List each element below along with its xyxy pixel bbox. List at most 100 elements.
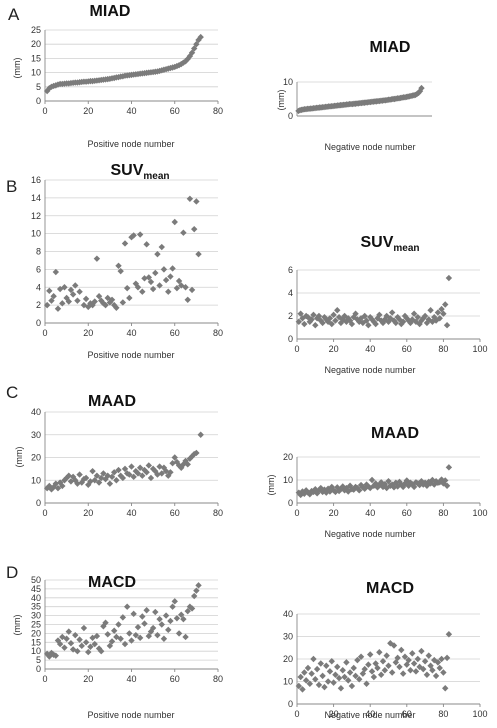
- y-tick-label: 10: [283, 77, 293, 87]
- data-point: [139, 288, 146, 295]
- data-point: [136, 634, 144, 642]
- data-point: [48, 649, 55, 657]
- data-point: [401, 653, 409, 660]
- chart-title: MAAD: [88, 393, 136, 410]
- y-tick-label: 10: [31, 646, 41, 656]
- data-point: [319, 672, 326, 680]
- chart-title: MIAD: [90, 3, 131, 20]
- y-tick-label: 0: [36, 318, 41, 328]
- x-tick-label: 80: [213, 508, 223, 518]
- data-point: [418, 647, 425, 655]
- y-tick-label: 5: [36, 655, 41, 665]
- y-tick-label: 40: [31, 407, 41, 417]
- data-point: [440, 310, 447, 317]
- data-point: [173, 615, 181, 622]
- data-point: [410, 483, 418, 491]
- data-point: [319, 319, 326, 327]
- data-point: [180, 615, 187, 623]
- chart-miad-neg: 0 10 MIAD (mm) Negative node number: [276, 39, 432, 152]
- data-point: [59, 633, 66, 641]
- x-tick-label: 60: [402, 508, 412, 518]
- panel-letter-c: C: [6, 383, 18, 402]
- data-point: [443, 654, 451, 662]
- data-point: [308, 316, 315, 323]
- data-point: [167, 617, 174, 625]
- data-point: [356, 676, 363, 683]
- data-point: [134, 284, 142, 291]
- data-point: [67, 478, 75, 485]
- chart-maad-pos: 0 10 20 30 40 0 20 40 60 80 MAAD (mm): [14, 393, 223, 518]
- y-tick-label: 25: [31, 620, 41, 630]
- data-point: [74, 297, 81, 304]
- data-point: [117, 635, 124, 642]
- y-tick-label: 0: [288, 699, 293, 709]
- data-point: [136, 231, 144, 238]
- data-point: [46, 85, 53, 92]
- data-point: [334, 307, 341, 314]
- data-point: [56, 640, 64, 648]
- data-point: [82, 474, 90, 482]
- data-point: [65, 628, 72, 635]
- data-point: [388, 309, 396, 316]
- y-tick-label: 15: [31, 53, 41, 63]
- data-point: [154, 631, 161, 639]
- data-point: [191, 45, 198, 52]
- data-point: [410, 310, 418, 317]
- data-point: [93, 255, 101, 262]
- data-point: [72, 631, 79, 639]
- data-point: [445, 464, 453, 471]
- data-point: [394, 654, 401, 662]
- data-point: [119, 614, 127, 621]
- data-point: [100, 470, 107, 477]
- x-tick-label: 0: [42, 106, 47, 116]
- x-axis-label: Positive node number: [87, 710, 174, 720]
- data-point: [115, 262, 122, 269]
- data-point: [429, 667, 436, 674]
- data-point: [72, 282, 79, 289]
- data-point: [106, 480, 114, 487]
- data-point: [54, 485, 62, 492]
- x-tick-label: 40: [365, 709, 375, 719]
- chart-title: MAAD: [371, 425, 419, 442]
- data-point: [180, 229, 187, 236]
- data-point: [130, 473, 137, 481]
- data-point: [113, 304, 120, 312]
- data-point: [348, 320, 356, 328]
- data-point: [98, 297, 105, 304]
- chart-suv-pos: 0 2 4 6 8 10 12 14 16 0 20 40 60 80 SUVmean Positive no…: [31, 162, 223, 360]
- y-axis-label: (mm): [14, 447, 24, 468]
- chart-title: MACD: [366, 580, 414, 597]
- data-point: [315, 681, 323, 689]
- x-tick-label: 20: [329, 508, 339, 518]
- data-point: [108, 473, 116, 481]
- x-tick-label: 80: [213, 328, 223, 338]
- x-axis-label: Positive node number: [87, 139, 174, 149]
- data-point: [399, 670, 407, 677]
- x-tick-label: 80: [213, 674, 223, 684]
- data-point: [186, 195, 194, 202]
- data-point: [54, 637, 62, 644]
- chart-title: SUVmean: [110, 162, 169, 182]
- data-point: [63, 635, 70, 642]
- data-point: [167, 273, 174, 280]
- data-point: [141, 620, 148, 627]
- data-point: [102, 619, 109, 626]
- data-point: [145, 274, 152, 281]
- data-point: [438, 655, 445, 663]
- data-point: [50, 292, 57, 300]
- data-point: [310, 655, 317, 663]
- y-tick-label: 10: [31, 475, 41, 485]
- data-point: [301, 669, 308, 676]
- data-point: [330, 679, 337, 686]
- data-point: [363, 317, 370, 324]
- data-point: [76, 636, 83, 643]
- data-point: [195, 250, 202, 258]
- data-point: [173, 284, 181, 292]
- y-tick-label: 20: [283, 654, 293, 664]
- data-point: [87, 643, 94, 650]
- data-point: [326, 315, 334, 322]
- data-point: [313, 665, 321, 673]
- data-point: [149, 624, 157, 632]
- x-tick-label: 60: [402, 344, 412, 354]
